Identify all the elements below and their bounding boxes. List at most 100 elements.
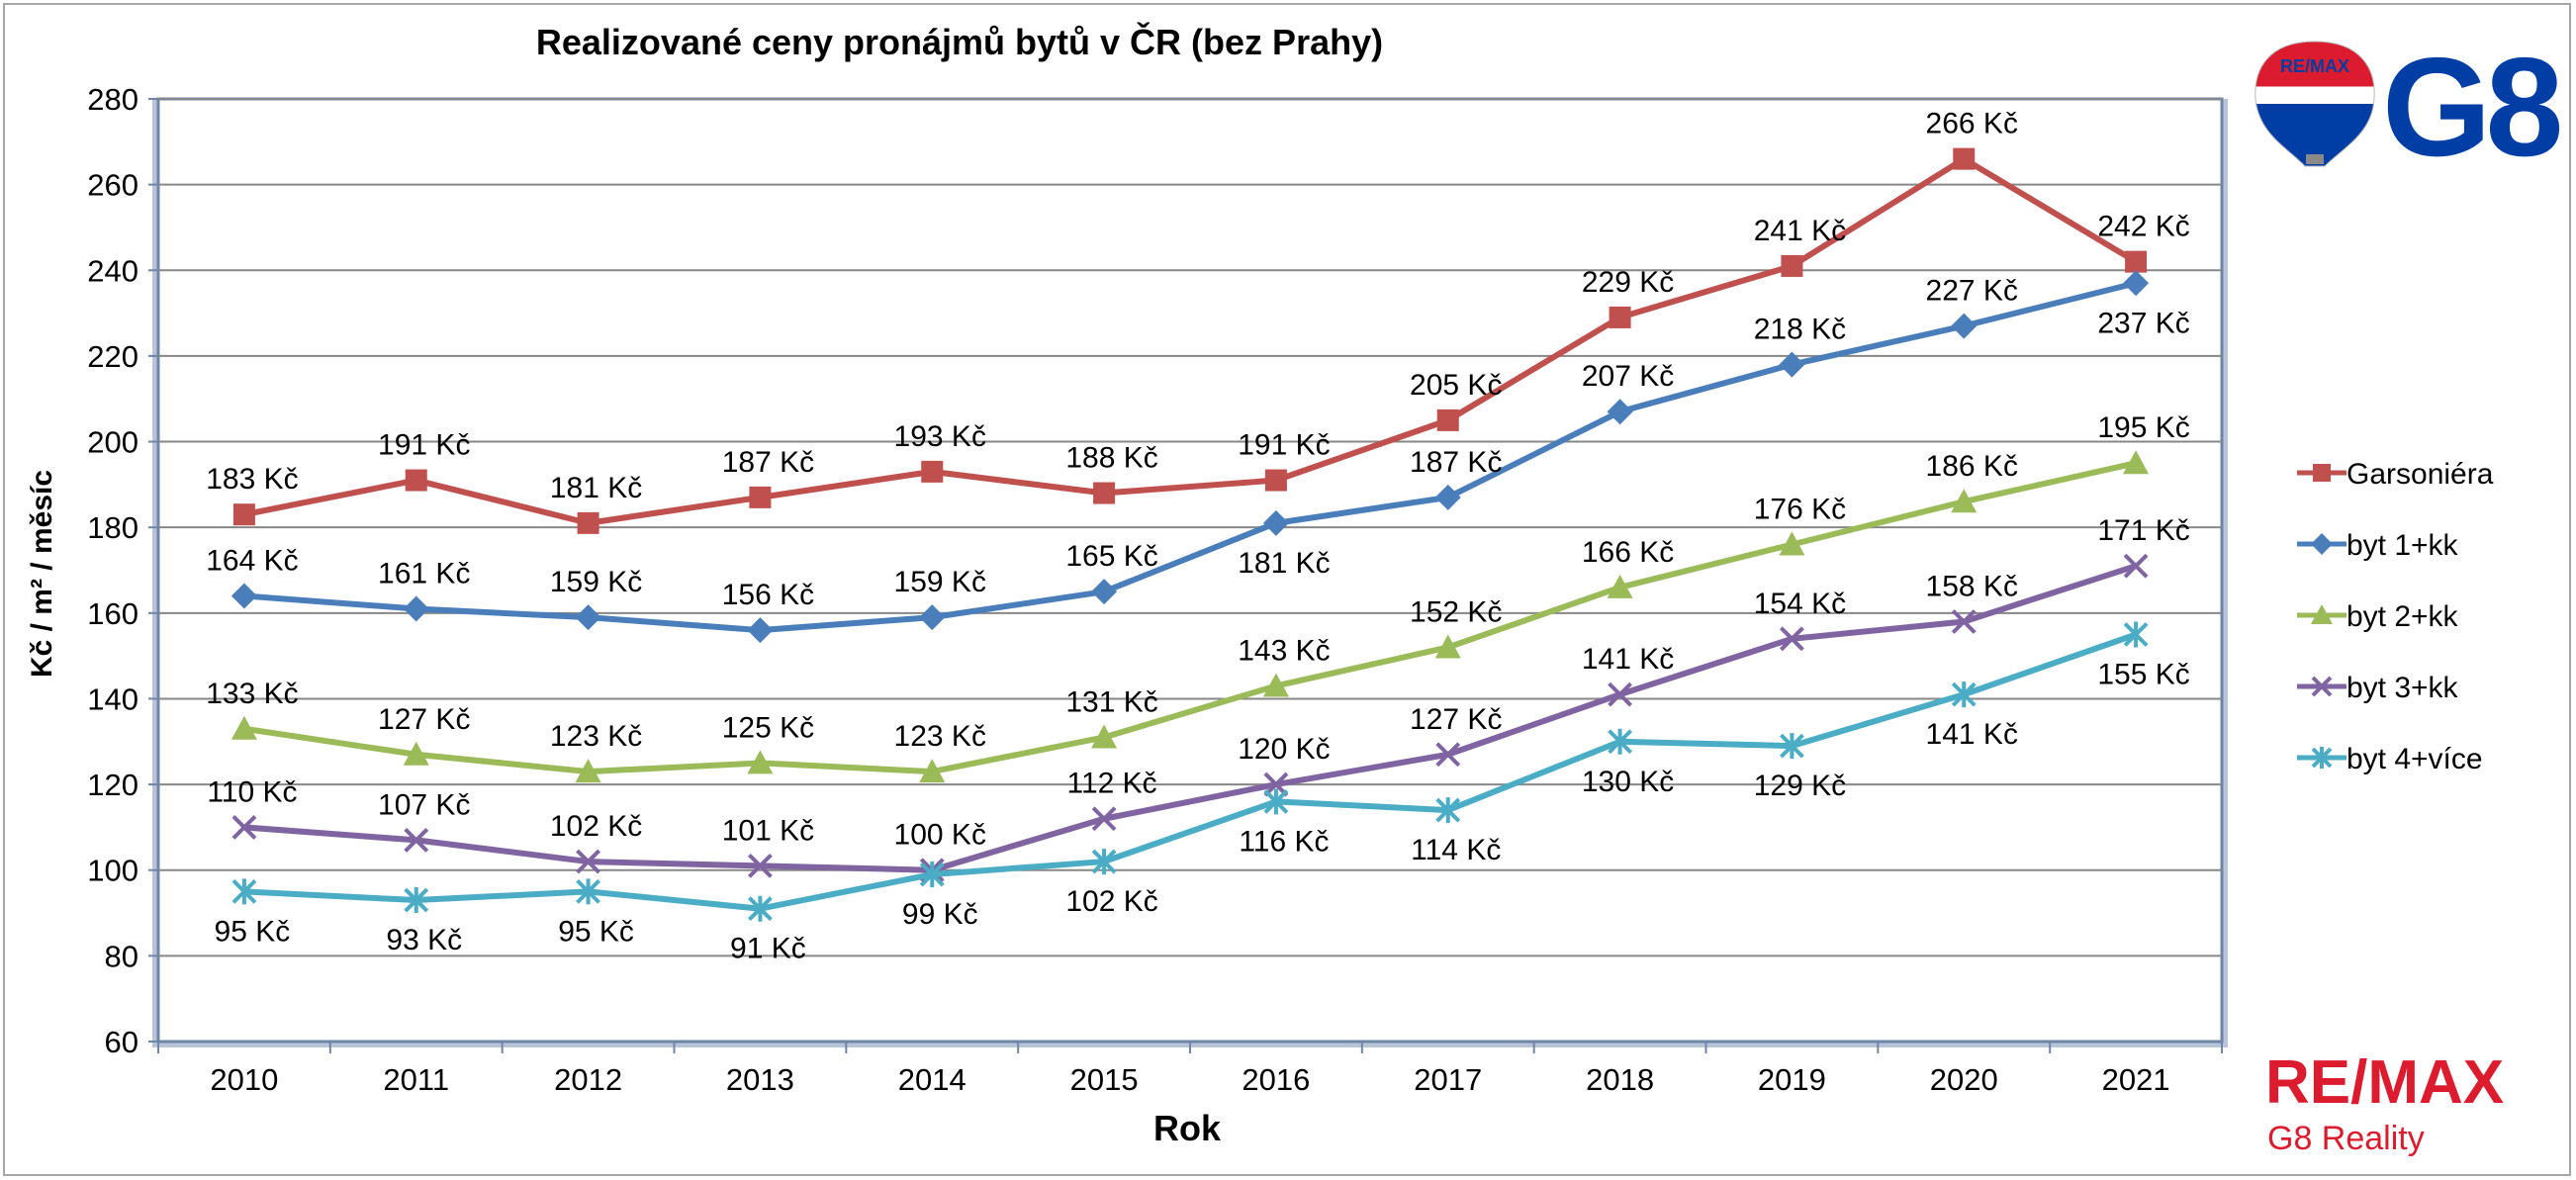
x-tick-label: 2016 <box>1242 1062 1310 1097</box>
series-group <box>230 147 2150 922</box>
legend-entry: byt 4+více <box>2297 743 2483 775</box>
data-point <box>748 895 773 922</box>
data-point <box>1780 626 1804 652</box>
data-point <box>230 583 257 609</box>
series-line <box>243 280 2137 634</box>
data-label: 193 Kč <box>894 420 986 453</box>
data-label: 183 Kč <box>206 463 298 496</box>
x-tick-label: 2018 <box>1586 1062 1654 1097</box>
data-label: 102 Kč <box>1065 885 1157 918</box>
data-label: 187 Kč <box>1410 446 1502 479</box>
data-label: 158 Kč <box>1926 570 2018 602</box>
balloon-text: RE/MAX <box>2280 56 2349 76</box>
x-tick-label: 2015 <box>1070 1062 1139 1097</box>
data-label: 159 Kč <box>550 566 642 598</box>
data-label: 95 Kč <box>215 915 291 948</box>
x-tick-label: 2014 <box>898 1062 966 1097</box>
data-point <box>1779 531 1805 556</box>
data-point <box>404 887 429 914</box>
data-point <box>919 862 945 888</box>
data-label: 266 Kč <box>1926 108 2018 140</box>
data-label: 164 Kč <box>206 544 298 577</box>
data-point <box>1091 806 1117 832</box>
data-point <box>1263 788 1289 815</box>
data-point <box>1951 609 1977 634</box>
remax-subtitle: G8 Reality <box>2267 1120 2425 1157</box>
data-label: 176 Kč <box>1754 494 1846 526</box>
data-point <box>1607 399 1633 425</box>
data-label: 133 Kč <box>206 678 298 710</box>
x-tick-label: 2021 <box>2102 1062 2170 1097</box>
y-axis-ticks: 60 80 100 120 140 160 180 200 220 240 260 280 <box>87 82 158 1059</box>
data-label: 186 Kč <box>1926 450 2018 483</box>
data-label: 110 Kč <box>207 775 297 808</box>
data-point <box>2313 464 2331 482</box>
y-tick-label: 160 <box>87 596 138 631</box>
data-label: 188 Kč <box>1065 442 1157 475</box>
g8-logo: G8 <box>2382 29 2559 186</box>
data-label: 241 Kč <box>1754 215 1846 247</box>
x-tick-label: 2012 <box>554 1062 622 1097</box>
legend-entry: byt 3+kk <box>2297 672 2459 704</box>
data-label: 227 Kč <box>1926 275 2018 308</box>
data-point <box>1435 742 1461 768</box>
data-label: 116 Kč <box>1239 825 1329 858</box>
data-point <box>747 750 774 774</box>
data-label: 107 Kč <box>378 788 470 821</box>
series-1 <box>232 147 2148 534</box>
data-label: 114 Kč <box>1411 834 1501 866</box>
data-label: 131 Kč <box>1065 685 1157 718</box>
data-point <box>2123 450 2150 475</box>
data-label: 242 Kč <box>2097 211 2189 243</box>
plot-area <box>156 97 2224 1044</box>
data-label: 155 Kč <box>2097 658 2189 690</box>
data-label: 125 Kč <box>722 711 814 744</box>
data-point <box>575 604 601 631</box>
data-point <box>2311 747 2333 769</box>
data-point <box>1436 408 1459 431</box>
series-3 <box>230 450 2150 783</box>
y-tick-label: 280 <box>87 82 138 117</box>
y-tick-label: 120 <box>87 768 138 802</box>
data-label: 187 Kč <box>722 446 814 479</box>
data-point <box>1434 634 1461 659</box>
data-point <box>919 604 946 631</box>
data-point <box>403 741 429 766</box>
y-tick-label: 260 <box>87 168 138 203</box>
data-point <box>1434 484 1461 510</box>
data-label: 166 Kč <box>1582 536 1674 569</box>
data-point <box>1951 489 1978 513</box>
data-point <box>230 715 257 740</box>
data-point <box>748 853 773 878</box>
data-label: 159 Kč <box>894 566 986 598</box>
data-label: 127 Kč <box>378 703 470 736</box>
chart-title: Realizované ceny pronájmů bytů v ČR (bez… <box>536 21 1383 62</box>
data-point <box>1781 254 1803 277</box>
data-label: 191 Kč <box>1238 429 1330 462</box>
data-point <box>575 759 601 783</box>
data-point <box>576 849 600 874</box>
data-label: 141 Kč <box>1582 643 1674 676</box>
y-tick-label: 60 <box>105 1025 138 1059</box>
data-point <box>1093 482 1116 504</box>
balloon-basket <box>2306 154 2324 164</box>
data-label: 112 Kč <box>1066 768 1156 800</box>
data-label: 91 Kč <box>730 933 806 965</box>
y-tick-label: 140 <box>87 681 138 716</box>
series-5 <box>231 621 2149 922</box>
legend-label: byt 2+kk <box>2346 600 2459 633</box>
data-point <box>749 486 772 508</box>
legend-entry: byt 2+kk <box>2297 600 2459 633</box>
data-point <box>231 814 257 840</box>
data-labels: 183 Kč 191 Kč 181 Kč 187 Kč 193 Kč 188 Kč 191 … <box>206 108 2190 965</box>
legend-label: Garsoniéra <box>2346 458 2494 491</box>
outer-frame <box>3 3 2571 1176</box>
data-label: 123 Kč <box>550 720 642 753</box>
data-point <box>919 759 946 783</box>
series-line <box>243 563 2138 873</box>
data-label: 161 Kč <box>378 557 470 590</box>
data-point <box>577 511 599 534</box>
data-label: 165 Kč <box>1065 540 1157 573</box>
